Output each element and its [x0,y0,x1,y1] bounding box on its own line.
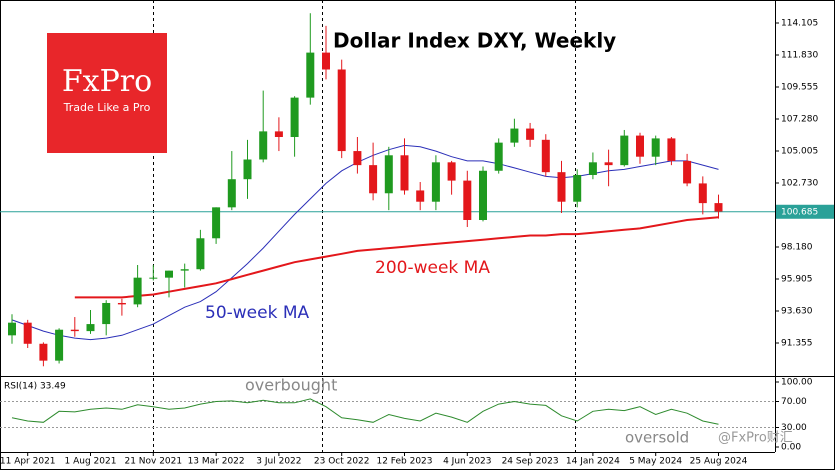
candle-body [227,179,236,208]
candle-body [588,162,597,175]
candle-body [447,162,456,181]
ma-line [11,144,719,341]
annotation: oversold [625,429,689,447]
candle-body [86,324,95,332]
candle-body [667,138,676,161]
y-tick-label: 105.005 [781,146,818,156]
candle-body [369,165,378,194]
candle-body [149,277,158,279]
ma-line [74,216,719,299]
ma-label: 200-week MA [375,258,490,278]
candle-body [416,190,425,202]
candle-body [510,128,519,143]
logo-box [47,33,167,153]
candle-body [133,277,142,305]
rsi-tick-label: 30.00 [781,423,807,433]
x-tick-label: 1 Aug 2021 [65,457,117,467]
y-tick-label: 107.280 [781,114,818,124]
logo-tagline: Trade Like a Pro [63,101,151,114]
candle-body [196,238,205,270]
candle-body [117,302,126,305]
x-tick-label: 23 Oct 2022 [314,457,370,467]
candle-body [384,155,393,194]
candle-body [274,131,283,138]
candle-body [431,162,440,202]
candle-body [698,183,707,204]
candle-body [306,52,315,98]
x-tick-label: 21 Nov 2021 [124,457,182,467]
chart-title: Dollar Index DXY, Weekly [333,29,616,53]
candle-body [526,128,535,140]
y-tick-label: 98.180 [781,242,813,252]
candle-body [636,135,644,157]
candle-body [573,174,582,202]
y-tick-label: 95.905 [781,274,813,284]
x-tick-label: 4 Jun 2023 [443,457,491,467]
rsi-tick-label: 0.00 [781,443,801,453]
x-tick-label: 3 Jul 2022 [256,457,301,467]
candle-body [259,131,268,160]
y-tick-label: 91.355 [781,338,813,348]
y-tick-label: 109.555 [781,82,818,92]
last-price-box [776,204,834,219]
x-tick-label: 12 Feb 2023 [376,457,432,467]
ma-label: 50-week MA [205,303,310,323]
candle-body [102,302,111,325]
y-tick-label: 102.730 [781,178,818,188]
candle-body [8,322,16,336]
candle-body [353,151,362,166]
candle-body [541,139,550,173]
candle-body [70,329,79,332]
logo-brand: FxPro [62,64,152,99]
x-tick-label: 25 Aug 2024 [690,457,748,467]
watermark: @FxPro财汇 [718,431,793,446]
rsi-line [11,398,719,425]
rsi-tick-label: 100.00 [781,378,813,388]
candle-body [400,155,409,191]
x-tick-label: 24 Sep 2023 [502,457,559,467]
candle-body [165,270,173,278]
candle-body [651,138,660,157]
candle-body [714,203,723,212]
candle-body [290,97,299,138]
candle-body [494,142,503,171]
last-price-label: 100.685 [781,207,818,217]
candle-body [604,162,613,166]
x-tick-label: 14 Jan 2024 [566,457,620,467]
candle-body [180,269,189,271]
candle-body [557,172,566,202]
candle-body [212,207,221,239]
rsi-label: RSI(14) 33.49 [4,382,66,392]
x-tick-label: 11 Apr 2021 [0,457,56,467]
candle-body [23,322,32,344]
candle-body [243,159,252,180]
candle-body [479,170,487,220]
candle-body [463,180,472,220]
candle-body [337,69,346,152]
candle-body [55,329,64,361]
x-tick-label: 13 Mar 2022 [188,457,245,467]
annotation: overbought [245,376,337,395]
y-tick-label: 111.830 [781,50,818,60]
rsi-tick-label: 70.00 [781,397,807,407]
candle-body [683,160,692,184]
x-tick-label: 5 May 2024 [629,457,682,467]
y-tick-label: 114.105 [781,18,818,28]
y-tick-label: 93.630 [781,306,813,316]
candle-body [620,135,629,166]
candle-body [39,343,48,361]
candle-body [322,52,330,70]
